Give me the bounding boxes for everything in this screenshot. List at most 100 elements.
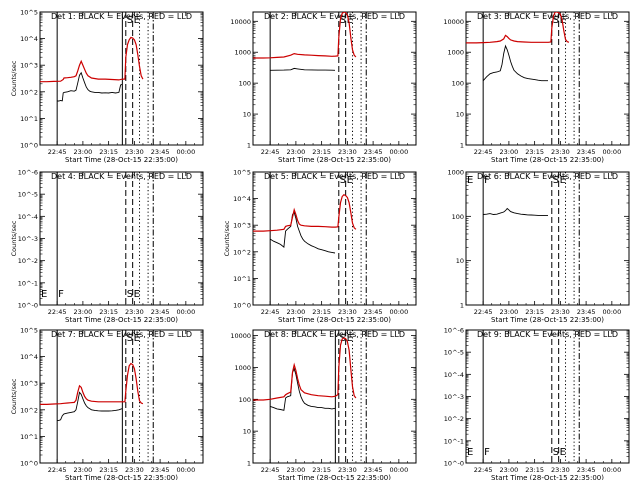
- panel-title: Det 8: BLACK = Events, RED = LLD: [264, 330, 405, 339]
- y-tick-label: 10000: [230, 332, 251, 340]
- x-tick-label: 23:45: [151, 308, 170, 316]
- y-tick-label: 10^-4: [444, 371, 464, 379]
- y-tick-label: 10^-5: [18, 191, 38, 199]
- x-tick-label: 23:45: [151, 148, 170, 156]
- x-tick-label: 00:00: [389, 466, 408, 474]
- y-tick-label: 10^3: [20, 62, 38, 70]
- y-tick-label: 1000: [447, 169, 464, 177]
- time-marker-label: S: [340, 15, 346, 26]
- y-tick-label: 10^-3: [18, 235, 38, 243]
- series-line-events: [482, 44, 548, 82]
- y-tick-label: 10^4: [20, 35, 38, 43]
- x-tick-label: 23:45: [364, 148, 383, 156]
- time-marker-label: S: [553, 15, 559, 26]
- y-tick-label: 10^3: [233, 222, 251, 230]
- x-axis-label: Start Time (28-Oct-15 22:35:00): [278, 316, 391, 324]
- panel-title: Det 6: BLACK = Events, RED = LLD: [477, 172, 618, 181]
- y-tick-label: 10000: [230, 18, 251, 26]
- x-axis-label: Start Time (28-Oct-15 22:35:00): [491, 156, 604, 164]
- x-axis-label: Start Time (28-Oct-15 22:35:00): [65, 474, 178, 480]
- plot-frame: [465, 171, 630, 306]
- time-marker-label: S: [127, 289, 133, 300]
- plot-frame: [39, 329, 204, 464]
- time-marker-label: F: [484, 175, 490, 186]
- time-marker-label: E: [347, 175, 353, 186]
- detector-panel-7: Det 7: BLACK = Events, RED = LLD 10^0 10^1…: [10, 327, 204, 480]
- y-tick-label: 10^-6: [444, 327, 464, 335]
- x-tick-label: 23:15: [312, 466, 331, 474]
- detector-panel-1: Det 1: BLACK = Events, RED = LLD 10^0 10^1…: [10, 9, 204, 164]
- x-tick-label: 00:00: [602, 308, 621, 316]
- panel-title: Det 9: BLACK = Events, RED = LLD: [477, 330, 618, 339]
- time-marker-label: E: [347, 333, 353, 344]
- time-marker-label: S: [553, 175, 559, 186]
- y-tick-label: 10^-6: [18, 169, 38, 177]
- detector-panel-8: Det 8: BLACK = Events, RED = LLD 1 10 100 10…: [230, 329, 417, 480]
- y-tick-label: 10^5: [233, 169, 251, 177]
- x-tick-label: 23:45: [577, 308, 596, 316]
- x-tick-label: 23:15: [99, 148, 118, 156]
- y-tick-label: 10^2: [20, 406, 38, 414]
- series-line-events: [57, 71, 123, 102]
- y-axis-label: Counts/sec: [10, 378, 18, 414]
- x-tick-label: 23:30: [551, 466, 570, 474]
- x-axis-label: Start Time (28-Oct-15 22:35:00): [65, 316, 178, 324]
- x-tick-label: 23:15: [99, 308, 118, 316]
- time-marker-label: E: [560, 15, 566, 26]
- x-tick-label: 23:00: [500, 466, 519, 474]
- x-tick-label: 23:30: [125, 148, 144, 156]
- x-tick-label: 23:00: [500, 308, 519, 316]
- panel-title: Det 7: BLACK = Events, RED = LLD: [51, 330, 192, 339]
- y-tick-label: 100: [452, 80, 464, 88]
- y-axis-label: Counts/sec: [223, 220, 231, 256]
- x-tick-label: 00:00: [602, 466, 621, 474]
- x-tick-label: 22:45: [261, 308, 280, 316]
- plot-frame: [39, 11, 204, 146]
- y-tick-label: 10: [456, 111, 464, 119]
- time-marker-label: F: [58, 289, 64, 300]
- x-axis-label: Start Time (28-Oct-15 22:35:00): [491, 316, 604, 324]
- time-marker-label: S: [127, 333, 133, 344]
- time-marker-label: S: [553, 447, 559, 458]
- x-tick-label: 23:45: [364, 308, 383, 316]
- x-tick-label: 22:45: [261, 148, 280, 156]
- x-tick-label: 23:00: [287, 466, 306, 474]
- x-tick-label: 22:45: [48, 308, 67, 316]
- x-tick-label: 23:15: [312, 148, 331, 156]
- y-tick-label: 10^3: [20, 380, 38, 388]
- y-tick-label: 1000: [447, 49, 464, 57]
- x-tick-label: 23:30: [338, 466, 357, 474]
- detector-panel-2: Det 2: BLACK = Events, RED = LLD 1 10 100 10…: [230, 11, 417, 164]
- x-tick-label: 23:30: [125, 308, 144, 316]
- x-tick-label: 23:45: [577, 148, 596, 156]
- series-line-events: [269, 211, 336, 254]
- x-tick-label: 23:00: [74, 148, 93, 156]
- y-tick-label: 10^1: [233, 275, 251, 283]
- y-tick-label: 10: [456, 257, 464, 265]
- x-axis-label: Start Time (28-Oct-15 22:35:00): [278, 156, 391, 164]
- x-tick-label: 22:45: [261, 466, 280, 474]
- x-tick-label: 22:45: [474, 308, 493, 316]
- y-tick-label: 10^-4: [18, 213, 38, 221]
- time-marker-label: S: [340, 175, 346, 186]
- y-tick-label: 1: [460, 142, 464, 150]
- y-tick-label: 10^1: [20, 433, 38, 441]
- time-marker-label: E: [560, 175, 566, 186]
- plot-frame: [252, 171, 417, 306]
- panel-title: Det 5: BLACK = Events, RED = LLD: [264, 172, 405, 181]
- y-tick-label: 100: [452, 213, 464, 221]
- y-tick-label: 10^1: [20, 115, 38, 123]
- series-line-events: [57, 391, 123, 421]
- y-tick-label: 1000: [234, 49, 251, 57]
- y-tick-label: 1: [247, 460, 251, 468]
- x-tick-label: 00:00: [389, 308, 408, 316]
- x-tick-label: 23:00: [74, 308, 93, 316]
- detector-panel-9: Det 9: BLACK = Events, RED = LLD 10^-0 10^…: [444, 327, 630, 480]
- time-marker-label: S: [127, 15, 133, 26]
- plot-frame: [252, 11, 417, 146]
- panel-title: Det 1: BLACK = Events, RED = LLD: [51, 12, 192, 21]
- series-line-events: [270, 367, 336, 411]
- x-tick-label: 00:00: [389, 148, 408, 156]
- x-tick-label: 23:15: [312, 308, 331, 316]
